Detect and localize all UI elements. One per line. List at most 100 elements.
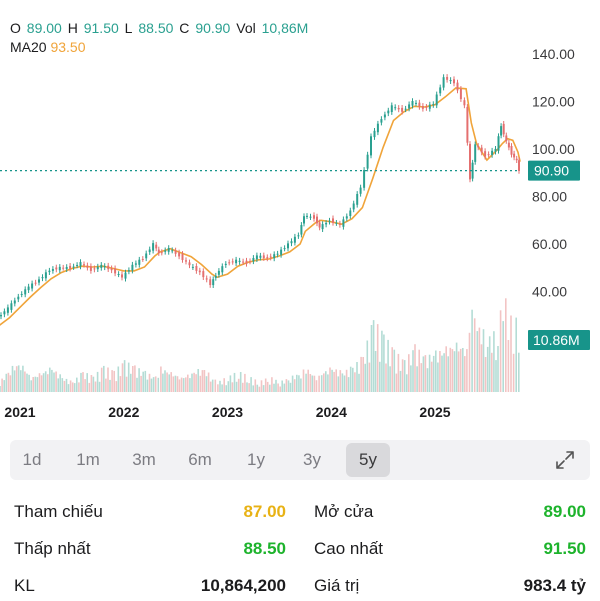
volume-bar <box>146 379 149 392</box>
candle-body <box>356 194 359 205</box>
candle-body <box>209 279 212 285</box>
volume-bar <box>307 369 309 392</box>
volume-bar <box>418 349 420 392</box>
volume-bar <box>9 375 12 392</box>
volume-bar <box>197 369 199 392</box>
volume-bar <box>219 380 221 392</box>
volume-bar <box>269 384 271 392</box>
volume-bar <box>515 317 517 392</box>
volume-bar <box>493 331 495 392</box>
volume-bar <box>441 355 443 392</box>
volume-bar <box>462 348 464 392</box>
stat-value-traded: Giá trị 983.4 tỷ <box>314 571 586 601</box>
volume-bar <box>293 379 296 392</box>
range-tab-3y[interactable]: 3y <box>303 450 321 469</box>
candle-body <box>110 268 113 271</box>
volume-bar <box>275 379 277 392</box>
range-tab-5y[interactable]: 5y <box>346 443 390 477</box>
volume-bar <box>166 372 168 392</box>
volume-bar <box>100 367 103 392</box>
volume-bar <box>368 362 371 392</box>
volume-bar <box>473 318 476 392</box>
price-chart[interactable]: 140.00 120.00 100.00 80.00 60.00 40.00 90.90 10… <box>0 0 600 430</box>
volume-bar <box>383 334 385 392</box>
volume-bar <box>352 367 354 392</box>
volume-bar <box>387 339 389 392</box>
y-tick-label: 100.00 <box>532 141 575 157</box>
volume-bar <box>393 349 396 392</box>
candle-body <box>103 266 106 268</box>
candle-body <box>31 283 34 289</box>
volume-bar <box>341 373 344 392</box>
volume-bar <box>207 372 210 392</box>
candle-body <box>174 250 177 254</box>
candle-body <box>338 223 341 225</box>
y-tick-label: 80.00 <box>532 189 567 205</box>
candle-body <box>38 279 40 283</box>
ohlc-readout: O 89.00 H 91.50 L 88.50 C 90.90 Vol 10,8… <box>10 20 310 36</box>
range-tab-3m[interactable]: 3m <box>132 450 156 469</box>
candle-body <box>205 278 208 280</box>
volume-bar <box>73 383 76 392</box>
range-tab-1d[interactable]: 1d <box>22 450 42 469</box>
volume-bar <box>422 356 425 392</box>
volume-bar <box>195 374 197 392</box>
volume-bar <box>273 383 275 392</box>
volume-bar <box>281 380 283 392</box>
volume-bar <box>63 380 66 392</box>
volume-bar <box>205 376 208 392</box>
volume-bar <box>121 363 124 392</box>
volume-bar <box>333 371 335 392</box>
volume-bar <box>287 380 290 392</box>
volume-bar <box>455 342 458 392</box>
chart-canvas[interactable]: 140.00 120.00 100.00 80.00 60.00 40.00 90.90 10… <box>0 0 600 430</box>
candle-body <box>513 153 516 158</box>
volume-bar <box>445 346 447 392</box>
range-tab-1y[interactable]: 1y <box>247 450 265 469</box>
candle-body <box>510 146 513 155</box>
volume-bar <box>96 371 99 392</box>
volume-bar <box>497 346 499 392</box>
low-price-label: Thấp nhất <box>14 539 91 558</box>
volume-bar <box>32 377 34 392</box>
volume-bar <box>466 349 468 392</box>
candle-body <box>313 215 315 219</box>
volume-bar <box>239 372 242 392</box>
candle-body <box>321 224 324 230</box>
candle-body <box>471 162 474 179</box>
candle-body <box>217 270 220 275</box>
volume-bar <box>115 381 118 392</box>
volume-bar <box>229 375 232 392</box>
range-selector: 1d 1m 3m 6m 1y 3y 5y <box>10 440 590 480</box>
volume-bar <box>311 375 314 392</box>
volume-bar <box>248 383 250 392</box>
volume-bar <box>217 384 219 392</box>
candle-body <box>459 89 462 100</box>
volume-bar <box>343 375 346 392</box>
expand-icon[interactable] <box>554 449 576 471</box>
volume-bar <box>478 327 481 392</box>
volume-bar <box>86 373 88 392</box>
volume-bar <box>266 381 269 392</box>
volume-bar <box>260 380 263 392</box>
candle-body <box>214 275 217 278</box>
candle-body <box>20 294 23 295</box>
volume-bar <box>71 382 74 392</box>
candle-body <box>352 203 355 210</box>
range-tab-6m[interactable]: 6m <box>188 450 212 469</box>
volume-bar <box>449 347 452 392</box>
volume-bar <box>518 352 520 392</box>
volume-bar <box>410 365 412 392</box>
candle-body <box>363 170 366 188</box>
volume-value: 10,86M <box>261 20 309 36</box>
volume-bar <box>5 373 8 392</box>
volume-bar <box>67 384 70 392</box>
volume-bar <box>157 377 160 392</box>
volume-bar <box>329 367 331 392</box>
volume-bar <box>47 374 49 392</box>
volume-bar <box>203 370 206 392</box>
range-tab-1m[interactable]: 1m <box>76 450 100 469</box>
volume-bar <box>84 379 86 392</box>
volume-bar <box>428 354 431 392</box>
volume-bar <box>123 360 126 392</box>
